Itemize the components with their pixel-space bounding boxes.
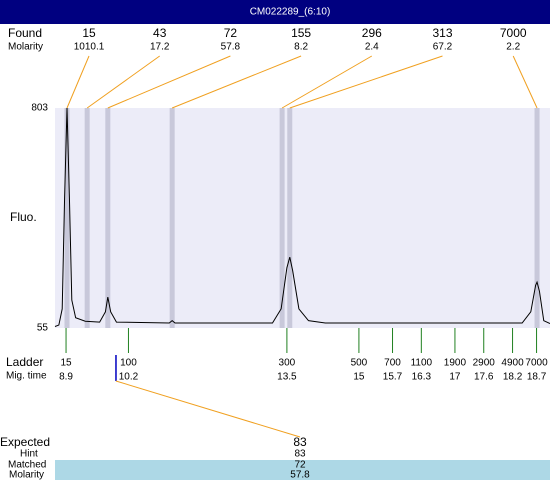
found-size: 15 xyxy=(82,26,96,40)
peak-band xyxy=(534,108,540,328)
title-bar xyxy=(0,0,550,24)
peak-connector xyxy=(281,55,373,109)
found-size: 7000 xyxy=(500,26,527,40)
ladder-size: 300 xyxy=(279,358,296,369)
ladder-size: 2900 xyxy=(473,358,496,369)
ladder-size: 15 xyxy=(60,358,72,369)
ladder-size: 500 xyxy=(351,358,368,369)
found-label: Found xyxy=(8,26,42,40)
ladder-time: 16.3 xyxy=(412,372,432,383)
matched-value: 72 xyxy=(294,460,306,471)
ladder-size: 700 xyxy=(384,358,401,369)
hint-value: 83 xyxy=(294,449,306,460)
ladder-time: 8.9 xyxy=(59,372,73,383)
expected-value: 83 xyxy=(293,435,307,449)
ladder-time: 15.7 xyxy=(383,372,403,383)
expected-connector xyxy=(115,380,301,438)
ladder-time: 10.2 xyxy=(119,372,139,383)
ladder-size: 1100 xyxy=(411,358,433,369)
peak-connector xyxy=(66,55,90,109)
peak-band xyxy=(287,108,293,328)
found-molarity: 2.4 xyxy=(365,42,379,53)
found-molarity: 57.8 xyxy=(221,42,241,53)
ladder-size: 100 xyxy=(120,358,137,369)
ladder-time: 18.2 xyxy=(503,372,523,383)
found-molarity: 8.2 xyxy=(294,42,308,53)
ladder-time: 13.5 xyxy=(277,372,297,383)
peak-band xyxy=(84,108,90,328)
title: CM022289_(6:10) xyxy=(250,7,331,18)
peak-band xyxy=(64,108,70,328)
found-size: 313 xyxy=(432,26,452,40)
expected-molarity-label: Molarity xyxy=(9,470,44,480)
matched-label: Matched xyxy=(8,460,46,471)
y-tick-label: 803 xyxy=(31,103,48,114)
peak-connector xyxy=(107,55,231,109)
y-label: Fluo. xyxy=(10,210,37,224)
peak-band xyxy=(279,108,285,328)
found-size: 296 xyxy=(362,26,382,40)
ladder-time: 18.7 xyxy=(527,372,547,383)
peak-connector xyxy=(289,55,443,109)
found-size: 72 xyxy=(224,26,238,40)
found-molarity: 67.2 xyxy=(433,42,453,53)
ladder-size: 1900 xyxy=(444,358,467,369)
mig-time-label: Mig. time xyxy=(6,371,47,382)
ladder-time: 17.6 xyxy=(474,372,494,383)
peak-connector xyxy=(171,55,302,109)
molarity-value: 57.8 xyxy=(290,470,310,480)
matched-band xyxy=(55,460,550,480)
found-size: 43 xyxy=(153,26,167,40)
found-molarity: 17.2 xyxy=(150,42,170,53)
ladder-size: 4900 xyxy=(501,358,524,369)
ladder-time: 17 xyxy=(449,372,461,383)
peak-connector xyxy=(512,55,538,109)
ladder-label: Ladder xyxy=(6,355,43,369)
y-tick-label: 55 xyxy=(37,323,49,334)
plot-area xyxy=(55,108,550,328)
found-size: 155 xyxy=(291,26,311,40)
found-molarity: 1010.1 xyxy=(74,42,105,53)
ladder-time: 15 xyxy=(353,372,365,383)
peak-connector xyxy=(86,55,160,109)
expected-label: Expected xyxy=(0,435,50,449)
found-molarity: 2.2 xyxy=(506,42,520,53)
peak-band xyxy=(105,108,111,328)
molarity-label: Molarity xyxy=(8,42,43,53)
trace xyxy=(54,107,550,327)
hint-label: Hint xyxy=(20,449,38,460)
peak-band xyxy=(169,108,175,328)
ladder-size: 7000 xyxy=(525,358,548,369)
